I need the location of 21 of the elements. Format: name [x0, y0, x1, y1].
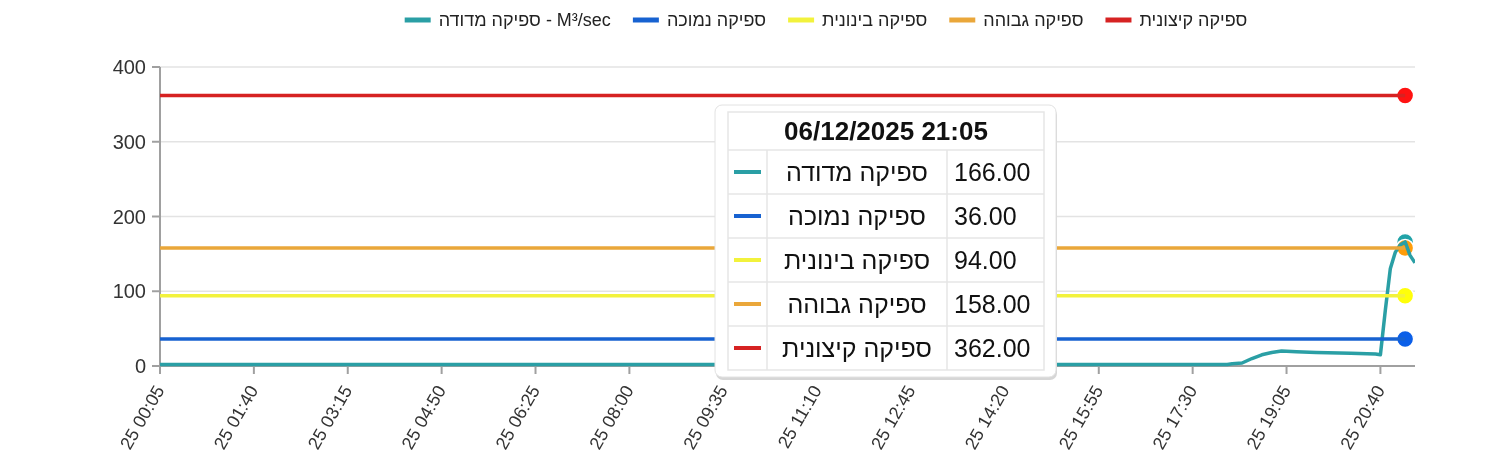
legend-label: ספיקה נמוכה — [666, 10, 767, 30]
annotation: 06/12/2025 21:05 — [784, 116, 988, 146]
annotation: ספיקה בינונית — [783, 246, 931, 274]
legend-label: ספיקה גבוהה — [983, 10, 1084, 30]
annotation: 94.00 — [954, 246, 1017, 274]
y-tick-label: 100 — [112, 280, 146, 303]
annotation: 36.00 — [954, 202, 1017, 230]
y-tick-label: 0 — [134, 355, 146, 377]
y-tick-label: 200 — [112, 205, 146, 228]
legend-label: ספיקה קיצונית — [1139, 10, 1248, 30]
legend-label: ספיקה בינונית — [822, 10, 928, 30]
annotation: ספיקה מדודה — [786, 158, 928, 186]
annotation: ספיקה נמוכה — [788, 202, 926, 230]
y-tick-label: 400 — [112, 56, 146, 78]
annotation: 166.00 — [954, 158, 1031, 186]
y-tick-label: 300 — [112, 130, 146, 153]
annotation: 158.00 — [954, 290, 1031, 318]
annotation: 362.00 — [954, 334, 1031, 362]
legend-label: ספיקה מדודה - M³/sec — [438, 10, 611, 30]
annotation: ספיקה גבוהה — [787, 290, 927, 318]
annotation: ספיקה קיצונית — [782, 334, 932, 362]
